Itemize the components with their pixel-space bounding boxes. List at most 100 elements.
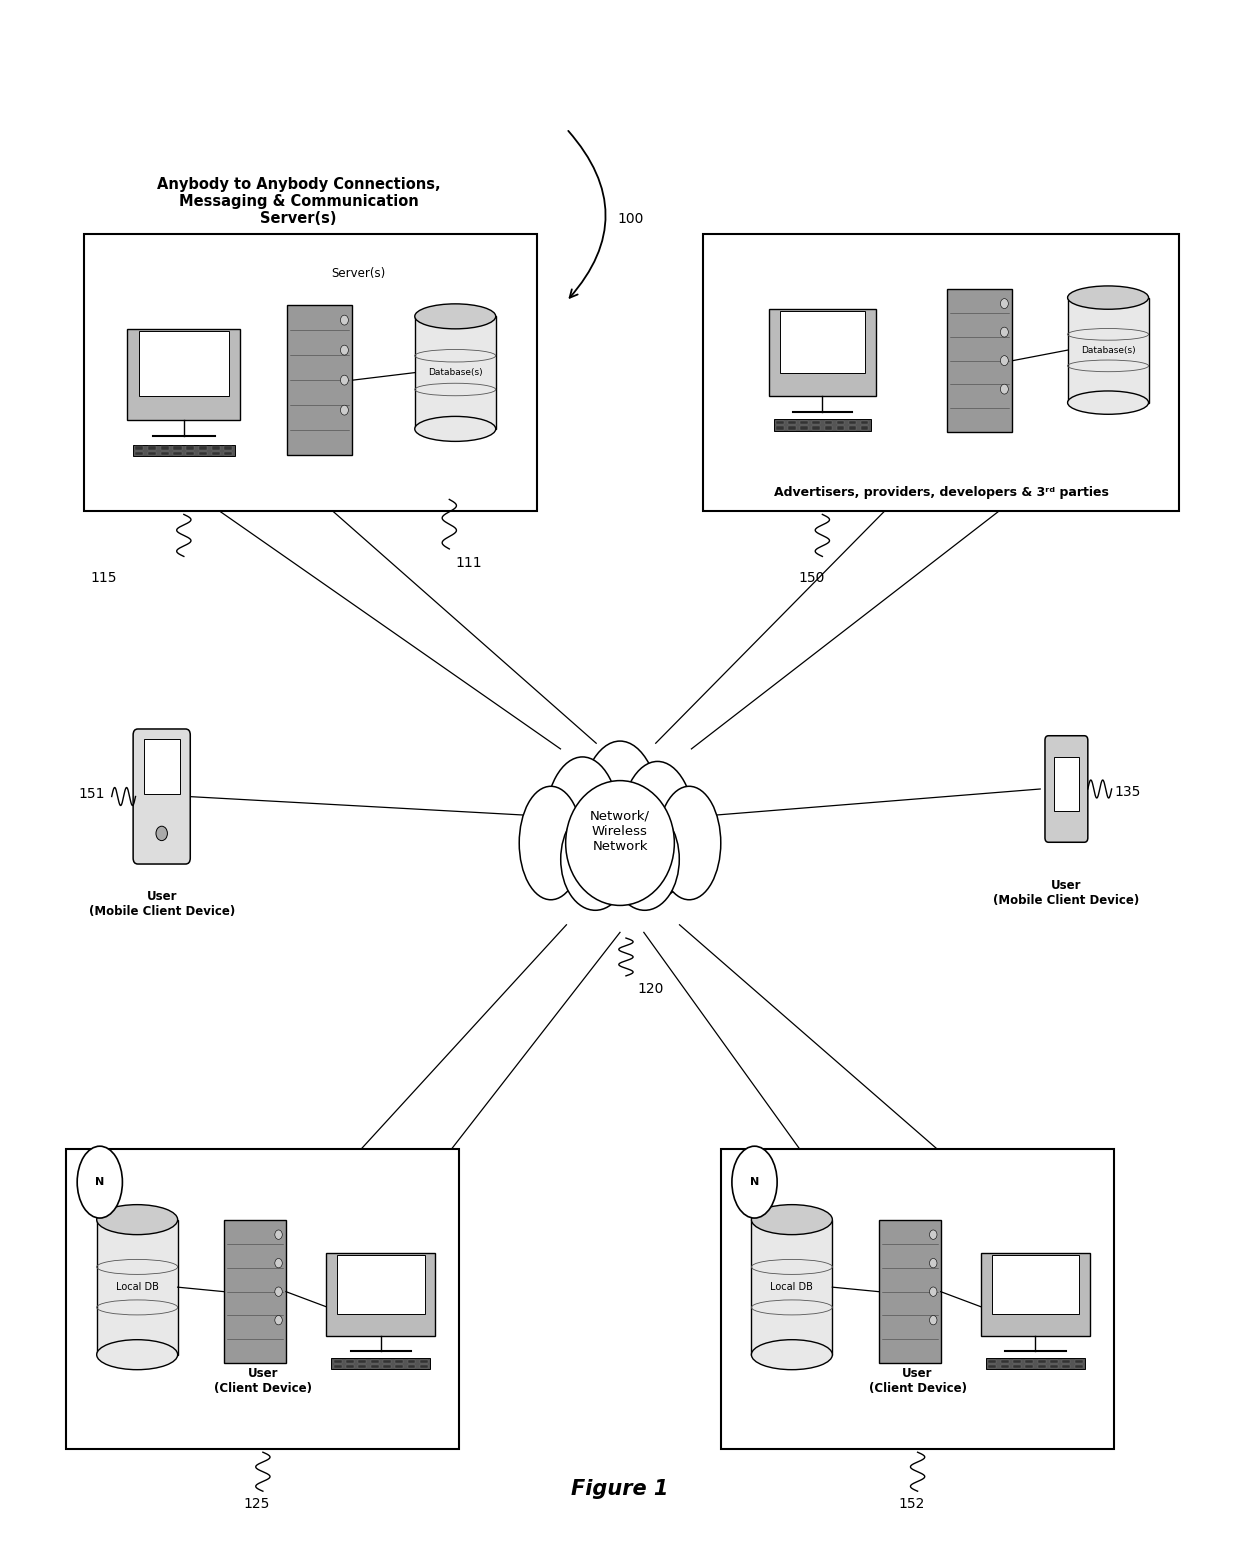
FancyBboxPatch shape [812,427,820,430]
FancyBboxPatch shape [776,420,784,424]
Text: User
(Mobile Client Device): User (Mobile Client Device) [88,889,234,917]
FancyBboxPatch shape [837,427,844,430]
FancyBboxPatch shape [148,445,156,450]
Text: 120: 120 [637,982,665,996]
FancyBboxPatch shape [1013,1364,1021,1368]
FancyBboxPatch shape [1025,1364,1033,1368]
FancyBboxPatch shape [1025,1360,1033,1363]
Text: 152: 152 [899,1497,925,1511]
Text: 151: 151 [78,786,104,800]
FancyBboxPatch shape [135,452,144,455]
Text: Database(s): Database(s) [1081,345,1136,355]
FancyBboxPatch shape [812,420,820,424]
FancyBboxPatch shape [1050,1364,1058,1368]
Circle shape [930,1230,937,1239]
FancyBboxPatch shape [1001,1360,1008,1363]
FancyBboxPatch shape [161,445,169,450]
FancyBboxPatch shape [801,420,808,424]
FancyBboxPatch shape [1075,1364,1083,1368]
FancyBboxPatch shape [371,1364,378,1368]
Circle shape [341,345,348,355]
Text: 100: 100 [618,213,644,225]
FancyBboxPatch shape [383,1360,391,1363]
FancyBboxPatch shape [408,1364,415,1368]
Text: Anybody to Anybody Connections,
Messaging & Communication
Server(s): Anybody to Anybody Connections, Messagin… [156,177,440,227]
FancyBboxPatch shape [861,420,868,424]
FancyBboxPatch shape [139,331,229,395]
Ellipse shape [1068,286,1148,309]
FancyBboxPatch shape [346,1360,353,1363]
Ellipse shape [610,808,680,910]
FancyBboxPatch shape [1038,1360,1045,1363]
Ellipse shape [77,1146,123,1218]
FancyBboxPatch shape [331,1358,430,1369]
FancyBboxPatch shape [769,309,875,395]
Ellipse shape [620,761,696,897]
Text: Advertisers, providers, developers & 3ʳᵈ parties: Advertisers, providers, developers & 3ʳᵈ… [774,486,1109,500]
FancyBboxPatch shape [780,311,866,374]
Circle shape [275,1316,283,1325]
FancyBboxPatch shape [774,419,870,430]
FancyBboxPatch shape [1001,1364,1008,1368]
Circle shape [1001,384,1008,394]
FancyBboxPatch shape [224,445,232,450]
FancyBboxPatch shape [1068,297,1148,403]
Circle shape [156,827,167,841]
FancyBboxPatch shape [337,1255,424,1314]
FancyBboxPatch shape [776,427,784,430]
FancyBboxPatch shape [1045,736,1087,842]
Text: User
(Mobile Client Device): User (Mobile Client Device) [993,878,1140,907]
Text: 111: 111 [455,556,482,570]
FancyBboxPatch shape [947,289,1012,431]
FancyBboxPatch shape [414,316,496,428]
Ellipse shape [751,1205,832,1235]
FancyBboxPatch shape [371,1360,378,1363]
FancyBboxPatch shape [174,445,181,450]
FancyBboxPatch shape [186,452,195,455]
FancyBboxPatch shape [133,728,190,864]
FancyBboxPatch shape [420,1360,428,1363]
FancyBboxPatch shape [879,1221,941,1363]
FancyBboxPatch shape [801,427,808,430]
Text: User
(Client Device): User (Client Device) [213,1366,312,1394]
FancyBboxPatch shape [988,1360,996,1363]
FancyBboxPatch shape [396,1364,403,1368]
Text: User
(Client Device): User (Client Device) [868,1366,967,1394]
FancyBboxPatch shape [789,427,796,430]
Ellipse shape [97,1205,177,1235]
Circle shape [341,316,348,325]
FancyBboxPatch shape [722,1149,1114,1449]
FancyBboxPatch shape [408,1360,415,1363]
FancyBboxPatch shape [396,1360,403,1363]
Circle shape [1001,356,1008,366]
FancyBboxPatch shape [346,1364,353,1368]
Circle shape [275,1230,283,1239]
Circle shape [341,405,348,416]
Ellipse shape [657,786,720,900]
FancyArrowPatch shape [568,131,605,297]
FancyBboxPatch shape [84,234,537,511]
Text: Network/
Wireless
Network: Network/ Wireless Network [590,810,650,852]
FancyBboxPatch shape [161,452,169,455]
FancyBboxPatch shape [848,427,857,430]
Circle shape [930,1316,937,1325]
FancyBboxPatch shape [825,420,832,424]
Ellipse shape [565,780,675,905]
FancyBboxPatch shape [981,1254,1090,1336]
FancyBboxPatch shape [1054,758,1079,811]
FancyBboxPatch shape [358,1364,366,1368]
FancyBboxPatch shape [148,452,156,455]
FancyBboxPatch shape [383,1364,391,1368]
FancyBboxPatch shape [992,1255,1079,1314]
FancyBboxPatch shape [286,305,352,455]
Circle shape [1001,327,1008,338]
Text: 115: 115 [91,572,117,586]
Ellipse shape [751,1339,832,1369]
FancyBboxPatch shape [988,1364,996,1368]
FancyBboxPatch shape [198,445,207,450]
Text: N: N [95,1177,104,1188]
FancyBboxPatch shape [224,452,232,455]
FancyBboxPatch shape [1063,1364,1070,1368]
Ellipse shape [520,786,583,900]
Text: Server(s): Server(s) [331,267,386,280]
